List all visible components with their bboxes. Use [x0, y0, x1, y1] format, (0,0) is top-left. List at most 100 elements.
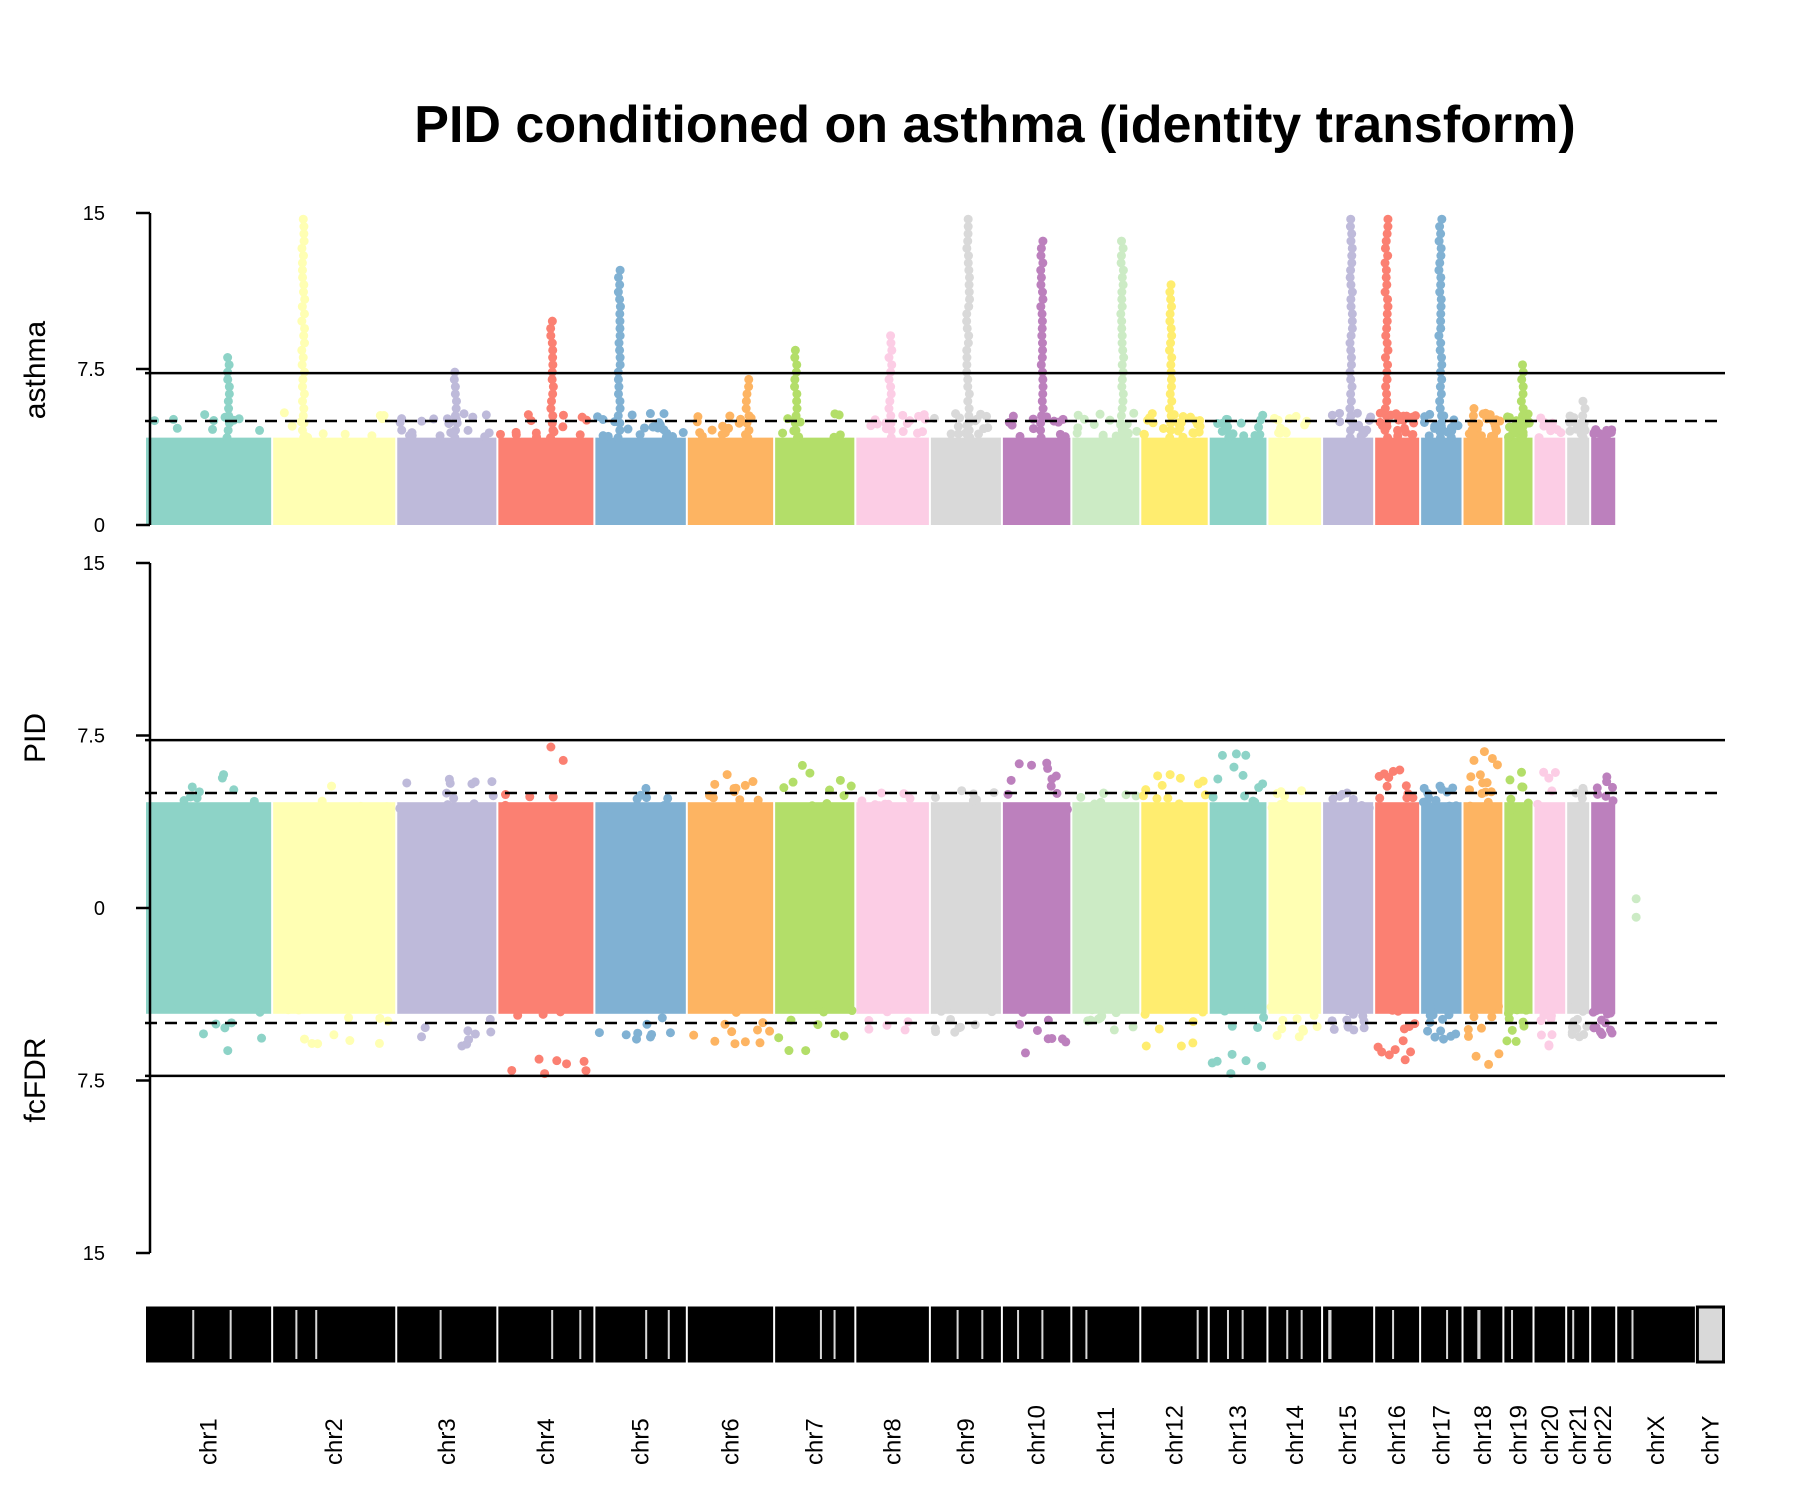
bottom-point-chr13	[1241, 1056, 1251, 1066]
top-peak-chr3	[451, 396, 461, 406]
top-peak-chr9	[963, 338, 973, 348]
top-point-chr3	[407, 428, 417, 438]
bottom-band-chr18	[1463, 802, 1503, 1014]
top-peak-chr9	[964, 302, 974, 312]
bottom-point-chr11	[1099, 1000, 1109, 1010]
top-peak-chr3	[450, 411, 460, 421]
bottom-point-chr7	[839, 1031, 849, 1041]
bottom-y-tick-label: 7.5	[77, 1071, 105, 1093]
top-point-chr7	[830, 409, 840, 419]
bottom-point-chr14	[1292, 1014, 1302, 1024]
bottom-point-chr4	[507, 1065, 517, 1075]
top-peak-chr17	[1435, 382, 1445, 392]
top-band-chr4	[498, 437, 594, 525]
bottom-min-chr18	[1484, 1059, 1494, 1069]
top-band-chr8	[856, 437, 929, 525]
top-point-chr8	[898, 410, 908, 420]
bottom-max-chr1	[219, 770, 229, 780]
bottom-point-chr8	[882, 1007, 892, 1017]
top-peak-chr18	[1469, 404, 1479, 414]
ideogram-gap-chr3	[439, 1310, 442, 1359]
bottom-point-chr12	[1141, 1041, 1151, 1051]
ideogram-gap-chr18	[1478, 1310, 1481, 1359]
top-peak-chr11	[1117, 374, 1127, 384]
data-points-layer	[146, 214, 1641, 1079]
top-peak-chr17	[1436, 229, 1446, 239]
bottom-point-chr18	[1463, 1031, 1473, 1041]
bottom-point-chr6	[755, 1038, 765, 1048]
top-y-axis-title: asthma	[19, 321, 52, 420]
top-peak-chr8	[886, 338, 896, 348]
ideogram-band-chrX	[1617, 1306, 1695, 1363]
top-peak-chr6	[742, 389, 752, 399]
bottom-point-chr12	[1188, 1038, 1198, 1048]
bottom-point-chr18	[1487, 753, 1497, 763]
bottom-point-chr3	[469, 799, 479, 809]
top-peak-chr2	[299, 433, 309, 443]
bottom-point-chr8	[876, 806, 886, 816]
bottom-y-axis-title-upper: PID	[19, 713, 52, 763]
top-peak-chr21	[1578, 411, 1588, 421]
bottom-band-chr3	[397, 802, 497, 1014]
bottom-point-chr8	[914, 1004, 924, 1014]
bottom-band-chr22	[1591, 802, 1616, 1014]
bottom-y-tick-label: 15	[83, 553, 105, 575]
bottom-max-chr12	[1165, 770, 1175, 780]
top-peak-chr15	[1345, 433, 1355, 443]
bottom-point-chr15	[1337, 1003, 1347, 1013]
bottom-point-chr7	[822, 799, 832, 809]
top-peak-chr17	[1436, 272, 1446, 282]
top-peak-chr17	[1434, 265, 1444, 275]
top-peak-chr1	[224, 411, 234, 421]
bottom-point-chr21	[1578, 1006, 1588, 1016]
top-peak-chr16	[1383, 222, 1393, 232]
bottom-point-chr19	[1505, 775, 1515, 785]
top-peak-chr5	[614, 338, 624, 348]
ideogram-band-chr17	[1421, 1306, 1462, 1363]
bottom-point-chr13	[1250, 797, 1260, 807]
top-point-chr3	[459, 409, 469, 419]
bottom-min-chr11	[1109, 1025, 1119, 1035]
top-point-chr5	[603, 431, 613, 441]
top-peak-chr9	[962, 360, 972, 370]
bottom-point-chr10	[1038, 1001, 1048, 1011]
top-peak-chr7	[790, 374, 800, 384]
bottom-point-chr2	[283, 1005, 293, 1015]
bottom-point-chr5	[645, 1032, 655, 1042]
bottom-point-chr7	[774, 1033, 784, 1043]
top-peak-chr15	[1347, 251, 1357, 261]
bottom-min-chr20	[1544, 1041, 1554, 1051]
top-peak-chr10	[1036, 251, 1046, 261]
top-peak-chr5	[614, 272, 624, 282]
top-peak-chr17	[1437, 353, 1447, 363]
bottom-max-chr9	[957, 786, 967, 796]
top-point-chr3	[463, 425, 473, 435]
bottom-point-chr14	[1276, 787, 1286, 797]
bottom-point-chr13	[1244, 1003, 1254, 1013]
chromosome-label-chr13: chr13	[1225, 1405, 1252, 1465]
top-point-chr1	[169, 414, 179, 424]
top-peak-chr17	[1436, 316, 1446, 326]
bottom-point-chr20	[1533, 799, 1543, 809]
bottom-max-chr4	[546, 742, 556, 752]
top-point-chr15	[1335, 408, 1345, 418]
top-peak-chr12	[1166, 338, 1176, 348]
bottom-point-chr7	[784, 1046, 794, 1056]
bottom-point-chr5	[642, 793, 652, 803]
bottom-point-chr17	[1444, 805, 1454, 815]
top-peak-chr16	[1380, 404, 1390, 414]
bottom-point-chr12	[1157, 780, 1167, 790]
top-peak-chr19	[1516, 433, 1526, 443]
top-point-chr13	[1250, 430, 1260, 440]
bottom-point-chr2	[329, 1030, 339, 1040]
top-peak-chr2	[299, 404, 309, 414]
bottom-point-chr18	[1482, 778, 1492, 788]
top-point-chr4	[575, 430, 585, 440]
bottom-band-chr12	[1141, 802, 1208, 1014]
bottom-point-chr6	[740, 780, 750, 790]
bottom-point-chr12	[1175, 773, 1185, 783]
bottom-point-chr18	[1476, 1023, 1486, 1033]
top-peak-chr2	[298, 214, 308, 224]
top-point-chr20	[1543, 421, 1553, 431]
bottom-point-chr4	[579, 1056, 589, 1066]
